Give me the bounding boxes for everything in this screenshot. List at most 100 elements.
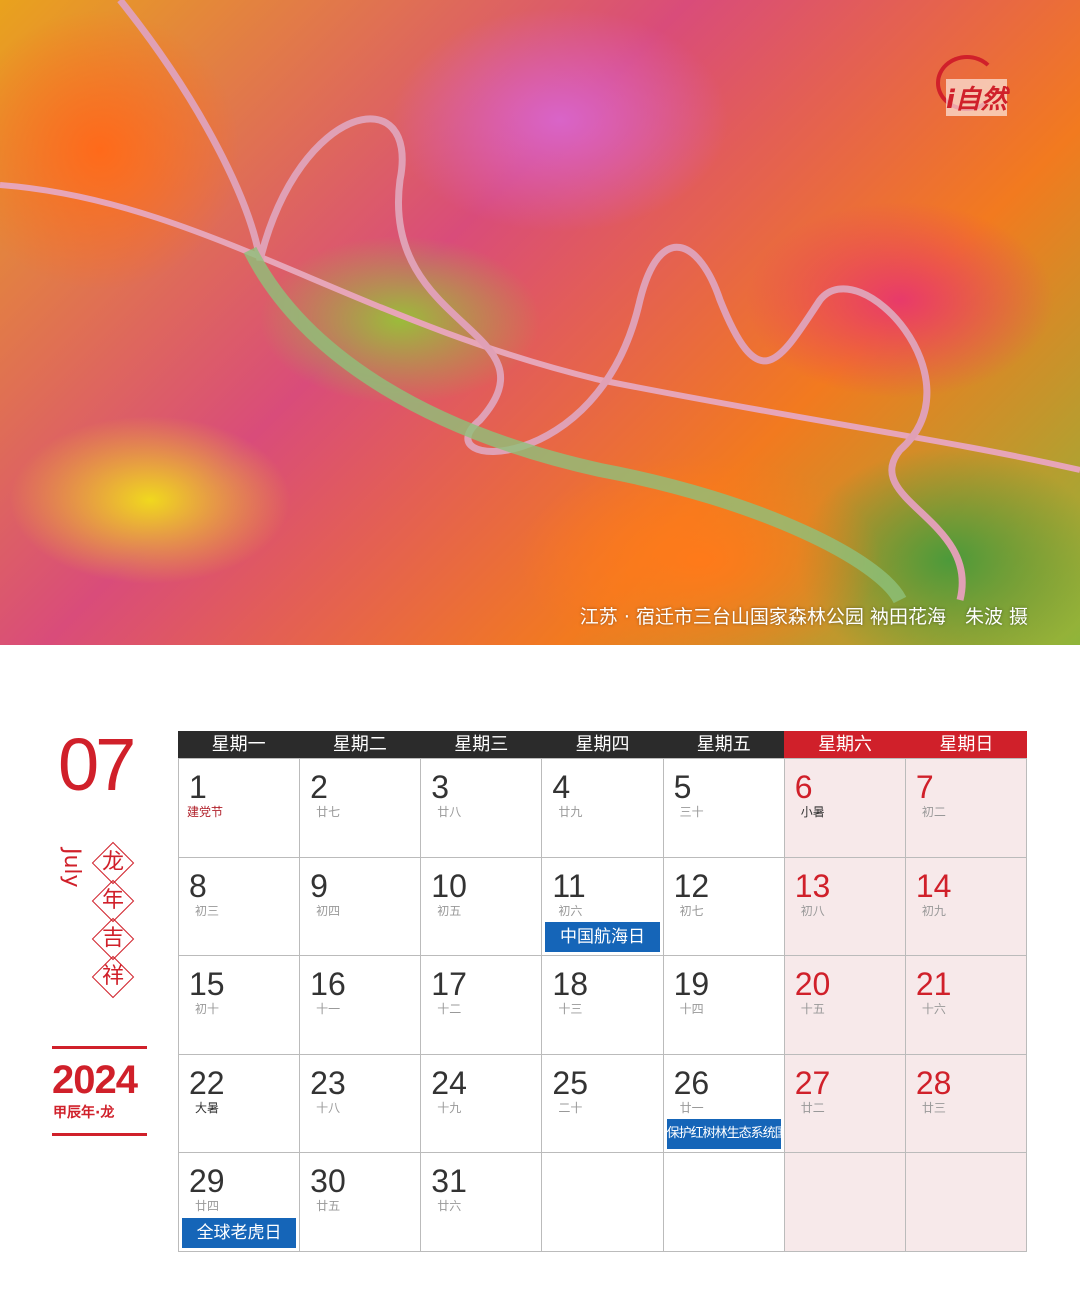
lunar-date: 二十 bbox=[558, 1100, 583, 1115]
day-cell[interactable]: 1 建党节 bbox=[179, 759, 301, 858]
lunar-date: 十八 bbox=[316, 1100, 341, 1115]
weekday-label: 星期三 bbox=[420, 731, 542, 758]
day-cell[interactable]: 31 廿六 bbox=[421, 1153, 543, 1252]
day-cell[interactable]: 6 小暑 bbox=[784, 759, 906, 858]
motto-char: 年 bbox=[101, 888, 124, 913]
lunar-date: 廿四 bbox=[195, 1199, 220, 1213]
lunar-date: 大暑 bbox=[195, 1100, 220, 1115]
day-cell[interactable]: 20 十五 bbox=[784, 956, 906, 1055]
day-cell[interactable]: 2 廿七 bbox=[300, 759, 422, 858]
day-cell[interactable]: 16 十一 bbox=[300, 956, 422, 1055]
day-cell[interactable]: 9 初四 bbox=[300, 857, 422, 956]
day-cell[interactable]: 25 二十 bbox=[542, 1054, 664, 1153]
day-number: 21 bbox=[915, 966, 952, 1002]
day-cell[interactable]: 28 廿三 bbox=[905, 1054, 1027, 1153]
day-cell[interactable]: 7 初二 bbox=[905, 759, 1027, 858]
day-cell[interactable]: 3 廿八 bbox=[421, 759, 543, 858]
day-number: 6 bbox=[794, 769, 813, 805]
day-cell[interactable]: 18 十三 bbox=[542, 956, 664, 1055]
lunar-date: 廿一 bbox=[679, 1100, 704, 1115]
lunar-date: 初六 bbox=[558, 903, 583, 918]
day-cell[interactable]: 30 廿五 bbox=[300, 1153, 422, 1252]
day-cell bbox=[905, 1153, 1027, 1252]
lunar-date: 建党节 bbox=[187, 805, 224, 819]
day-number: 17 bbox=[431, 966, 467, 1002]
day-number: 4 bbox=[552, 769, 571, 805]
cover-photo: i自然 江苏 · 宿迁市三台山国家森林公园 衲田花海 朱波 摄 bbox=[0, 0, 1080, 645]
day-number: 15 bbox=[189, 966, 225, 1002]
day-number: 8 bbox=[189, 867, 207, 904]
weekday-header: 星期一 星期二 星期三 星期四 星期五 星期六 星期日 bbox=[178, 731, 1027, 758]
day-number: 24 bbox=[431, 1064, 467, 1101]
day-cell[interactable]: 26廿一保护红树林生态系统国际日 bbox=[663, 1054, 785, 1153]
day-number: 7 bbox=[915, 769, 934, 805]
day-cell[interactable]: 17 十二 bbox=[421, 956, 543, 1055]
i-ziran-logo: i自然 bbox=[936, 55, 1028, 117]
day-number: 27 bbox=[794, 1064, 831, 1101]
ganzhi-year: 甲辰年·龙 bbox=[53, 1105, 115, 1121]
day-number: 1 bbox=[189, 769, 207, 805]
day-cell[interactable]: 27 廿二 bbox=[784, 1054, 906, 1153]
lunar-date: 廿二 bbox=[800, 1100, 825, 1115]
lunar-date: 廿八 bbox=[437, 805, 462, 819]
day-number: 29 bbox=[189, 1163, 225, 1199]
weekday-label: 星期五 bbox=[663, 731, 785, 758]
day-cell[interactable]: 5 三十 bbox=[663, 759, 785, 858]
day-number: 25 bbox=[552, 1064, 589, 1101]
day-cell[interactable]: 22 大暑 bbox=[179, 1054, 301, 1153]
lunar-date: 小暑 bbox=[800, 805, 825, 819]
day-number: 9 bbox=[310, 867, 328, 904]
lunar-date: 三十 bbox=[679, 805, 704, 819]
day-number: 23 bbox=[310, 1064, 346, 1101]
day-number: 2 bbox=[310, 769, 328, 805]
lunar-date: 十一 bbox=[316, 1002, 341, 1016]
month-english: July bbox=[59, 848, 84, 888]
day-cell[interactable]: 29 廿四全球老虎日 bbox=[179, 1153, 301, 1252]
day-cell[interactable]: 21 十六 bbox=[905, 956, 1027, 1055]
lunar-date: 初四 bbox=[316, 903, 341, 918]
day-number: 19 bbox=[673, 966, 710, 1002]
day-cell[interactable]: 8 初三 bbox=[179, 857, 301, 956]
day-cell[interactable]: 14 初九 bbox=[905, 857, 1027, 956]
day-number: 30 bbox=[310, 1163, 346, 1199]
weekday-label: 星期二 bbox=[299, 731, 421, 758]
day-cell[interactable]: 10 初五 bbox=[421, 857, 543, 956]
calendar-grid: 星期一 星期二 星期三 星期四 星期五 星期六 星期日 1 建党节 2 廿七 3 廿八 4 廿九 5 三十 6 小… bbox=[178, 731, 1027, 1252]
motto-char: 龙 bbox=[101, 850, 124, 875]
day-cell bbox=[784, 1153, 906, 1252]
day-number: 3 bbox=[431, 769, 450, 805]
weekday-label: 星期四 bbox=[541, 731, 664, 758]
lunar-date: 初十 bbox=[195, 1002, 220, 1016]
day-number: 22 bbox=[189, 1064, 225, 1101]
day-cell[interactable]: 15 初十 bbox=[179, 956, 301, 1055]
observance-tag: 中国航海日 bbox=[545, 922, 660, 952]
lunar-date: 初二 bbox=[921, 805, 946, 819]
day-cell bbox=[663, 1153, 785, 1252]
day-number: 11 bbox=[552, 867, 586, 904]
day-cell[interactable]: 12 初七 bbox=[663, 857, 785, 956]
day-number: 26 bbox=[673, 1064, 710, 1101]
observance-tag: 全球老虎日 bbox=[182, 1217, 297, 1248]
lunar-date: 廿五 bbox=[316, 1199, 341, 1213]
day-cell[interactable]: 24 十九 bbox=[421, 1054, 543, 1153]
month-number: 07 bbox=[58, 723, 136, 806]
weekday-label: 星期一 bbox=[178, 731, 300, 758]
lunar-date: 初五 bbox=[437, 903, 462, 918]
motto-char: 祥 bbox=[101, 964, 124, 989]
lunar-date: 十二 bbox=[437, 1002, 462, 1016]
day-cell[interactable]: 19 十四 bbox=[663, 956, 785, 1055]
day-cell[interactable]: 11 初六中国航海日 bbox=[542, 857, 664, 956]
day-cell[interactable]: 23 十八 bbox=[300, 1054, 422, 1153]
day-number: 31 bbox=[431, 1163, 467, 1199]
lunar-date: 十四 bbox=[679, 1002, 704, 1016]
winding-path-illustration bbox=[0, 0, 1080, 604]
weekday-label: 星期日 bbox=[905, 731, 1027, 758]
day-number: 12 bbox=[673, 867, 710, 904]
lunar-date: 十五 bbox=[800, 1002, 825, 1016]
weekday-label: 星期六 bbox=[784, 731, 906, 758]
day-cell[interactable]: 13 初八 bbox=[784, 857, 906, 956]
lunar-date: 十九 bbox=[437, 1100, 462, 1115]
day-cell[interactable]: 4 廿九 bbox=[542, 759, 664, 858]
day-number: 14 bbox=[915, 867, 952, 904]
year: 2024 bbox=[52, 1058, 138, 1102]
